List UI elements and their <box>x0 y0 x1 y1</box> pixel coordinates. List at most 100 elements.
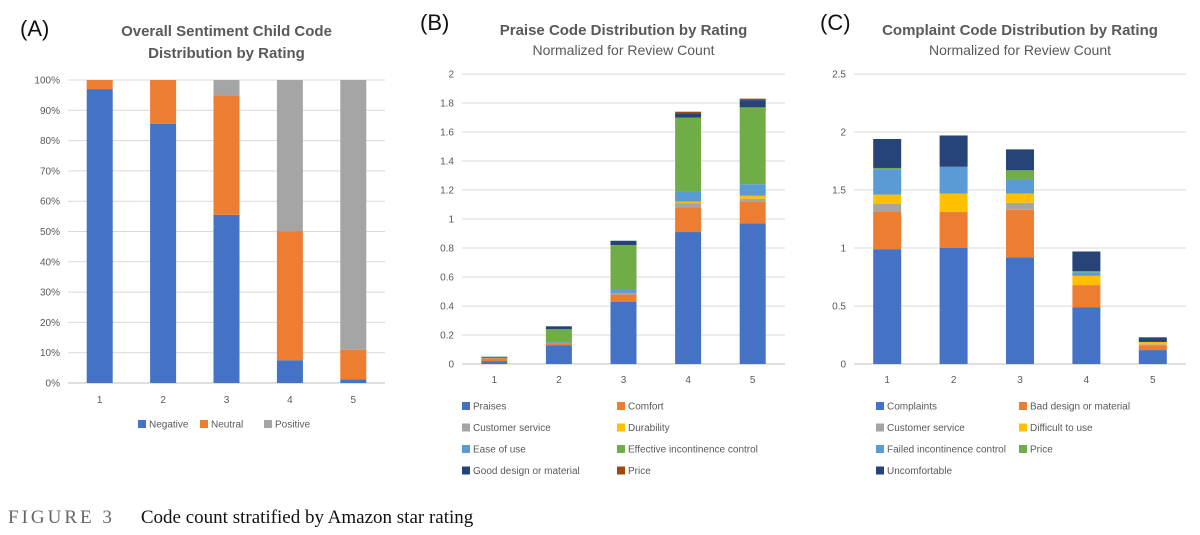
x-tick-label: 5 <box>1150 375 1156 386</box>
x-tick-label: 5 <box>351 395 357 406</box>
bar-segment <box>340 379 367 383</box>
bar-segment <box>481 357 508 359</box>
bar-segment <box>213 95 240 215</box>
chart-subtitle: Normalized for Review Count <box>532 42 714 58</box>
legend-label: Praises <box>473 402 506 413</box>
y-tick-label: 60% <box>40 197 60 208</box>
bar-segment <box>873 169 902 195</box>
legend-swatch <box>876 423 884 432</box>
x-tick-label: 4 <box>685 375 691 386</box>
bar-segment <box>545 343 572 346</box>
panel-c-chart: (C) Complaint Code Distribution by Rating… <box>820 10 1186 477</box>
bar-segment <box>276 231 303 361</box>
y-tick-label: 0 <box>840 360 846 371</box>
x-tick-label: 5 <box>750 375 756 386</box>
bar-segment <box>1138 345 1167 351</box>
legend-label: Durability <box>628 423 670 434</box>
legend-label: Price <box>1030 445 1053 456</box>
bar-segment <box>1006 149 1034 171</box>
bar-segment <box>545 345 572 364</box>
panel-label-2: (C) <box>820 10 851 35</box>
y-tick-label: 30% <box>40 288 60 299</box>
bar-segment <box>1072 307 1101 364</box>
legend-label: Effective incontinence control <box>628 445 758 456</box>
bar-segment <box>739 100 766 108</box>
x-tick-label: 2 <box>160 395 166 406</box>
y-tick-label: 0% <box>46 379 61 390</box>
y-tick-label: 40% <box>40 257 60 268</box>
legend-label: Bad design or material <box>1030 402 1130 413</box>
legend-swatch <box>462 423 470 432</box>
legend-label: Neutral <box>211 420 243 431</box>
y-tick-label: 2 <box>448 70 454 81</box>
bar-segment <box>610 301 637 364</box>
legend-label: Good design or material <box>473 466 580 477</box>
bar-segment <box>873 194 902 204</box>
y-tick-label: 1.8 <box>440 99 454 110</box>
y-tick-label: 1 <box>840 244 846 255</box>
bar-segment <box>675 207 702 233</box>
chart-title-line: Overall Sentiment Child Code <box>121 23 332 40</box>
x-tick-label: 3 <box>224 395 230 406</box>
bar-segment <box>481 361 508 364</box>
x-tick-label: 2 <box>951 375 957 386</box>
bar-segment <box>739 223 766 364</box>
y-tick-label: 2 <box>840 128 846 139</box>
legend-label: Negative <box>149 420 189 431</box>
legend-swatch <box>200 420 208 428</box>
bar-segment <box>739 201 766 224</box>
bar-segment <box>1006 170 1034 180</box>
bar-segment <box>873 212 902 250</box>
bar-segment <box>1138 344 1167 346</box>
legend-label: Difficult to use <box>1030 423 1093 434</box>
bar-segment <box>481 358 508 362</box>
x-tick-label: 2 <box>556 375 562 386</box>
chart-title: Praise Code Distribution by Rating <box>500 22 748 39</box>
bar-segment <box>150 80 177 124</box>
y-tick-label: 1.5 <box>832 186 846 197</box>
bar-segment <box>1072 275 1101 286</box>
y-tick-label: 0.6 <box>440 273 454 284</box>
bar-segment <box>873 203 902 213</box>
bar-segment <box>739 195 766 199</box>
bar-segment <box>1072 271 1101 273</box>
y-tick-label: 100% <box>34 76 60 87</box>
y-tick-label: 0.8 <box>440 244 454 255</box>
bar-segment <box>86 80 113 90</box>
y-tick-label: 2.5 <box>832 70 846 81</box>
bar-segment <box>1006 257 1034 364</box>
legend-swatch <box>462 445 470 453</box>
chart-title-line: Distribution by Rating <box>148 45 305 62</box>
bar-segment <box>276 360 303 383</box>
y-tick-label: 90% <box>40 106 60 117</box>
bar-segment <box>939 248 968 364</box>
bar-segment <box>675 117 702 192</box>
legend-swatch <box>876 466 884 475</box>
bar-segment <box>481 356 508 358</box>
bar-segment <box>1138 337 1167 342</box>
bar-segment <box>739 184 766 196</box>
bar-segment <box>675 232 702 364</box>
x-tick-label: 3 <box>1017 375 1023 386</box>
y-tick-label: 20% <box>40 318 60 329</box>
bar-segment <box>1072 272 1101 276</box>
legend-label: Positive <box>275 420 310 431</box>
bar-segment <box>939 166 968 194</box>
chart-title: Complaint Code Distribution by Rating <box>882 22 1158 39</box>
legend-swatch <box>138 420 146 428</box>
bar-segment <box>675 201 702 204</box>
x-tick-label: 1 <box>97 395 103 406</box>
chart-subtitle: Normalized for Review Count <box>929 42 1111 58</box>
legend-swatch <box>617 402 625 410</box>
bar-segment <box>610 294 637 302</box>
legend-label: Customer service <box>473 423 551 434</box>
bar-segment <box>675 113 702 118</box>
y-tick-label: 1.4 <box>440 157 454 168</box>
legend-swatch <box>1019 445 1027 453</box>
bar-segment <box>939 135 968 167</box>
x-tick-label: 4 <box>287 395 293 406</box>
bar-segment <box>1138 350 1167 364</box>
legend-swatch <box>876 402 884 410</box>
bar-segment <box>739 107 766 185</box>
bar-segment <box>86 89 113 383</box>
